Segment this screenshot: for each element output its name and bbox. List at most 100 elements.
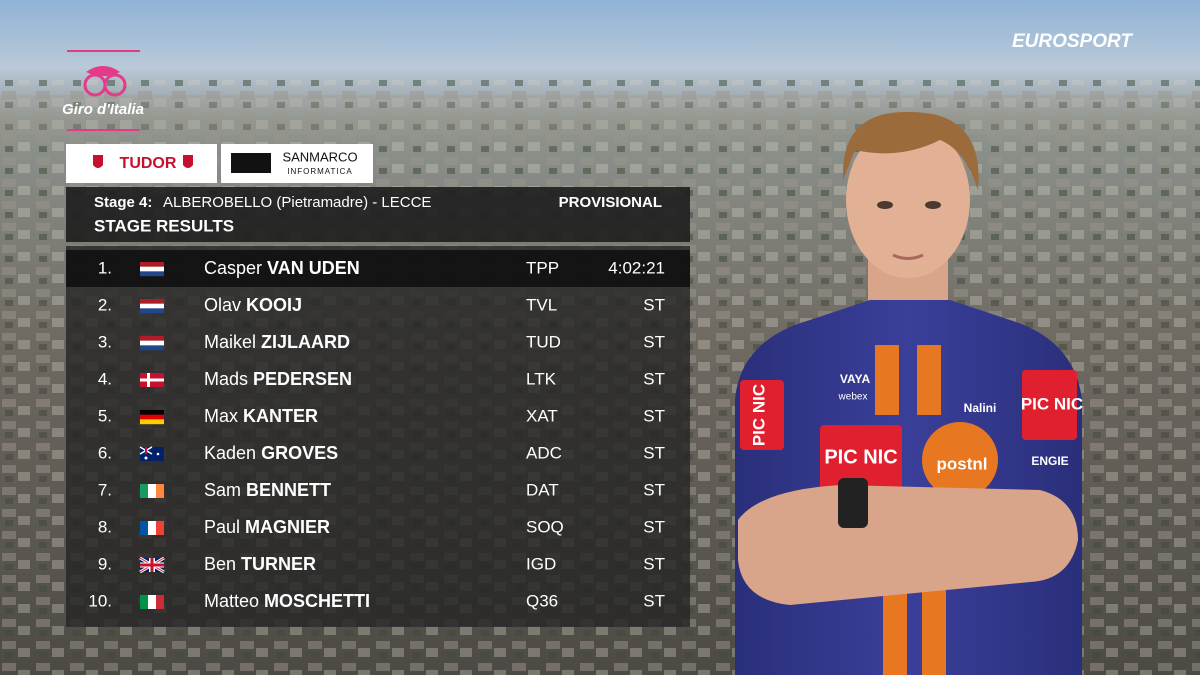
result-row: 5. Max KANTER XAT ST — [98, 406, 665, 426]
team-code: LTK — [526, 369, 557, 388]
flag-part — [156, 595, 164, 609]
time: ST — [643, 480, 665, 499]
rider-name: Sam BENNETT — [204, 480, 331, 500]
rank: 2. — [98, 295, 112, 314]
flag-part — [144, 456, 148, 460]
flag-part — [140, 345, 164, 351]
first-name: Maikel — [204, 332, 256, 352]
last-name: VAN UDEN — [267, 258, 360, 278]
flag-part — [140, 303, 164, 309]
time: ST — [643, 332, 665, 351]
first-name: Mads — [204, 369, 248, 389]
jersey-text: Nalini — [964, 401, 997, 415]
sponsor-informatica: INFORMATICA — [287, 167, 353, 176]
rider-name: Kaden GROVES — [204, 443, 338, 463]
flag-part — [156, 452, 160, 456]
rider-name: Olav KOOIJ — [204, 295, 302, 315]
time: ST — [643, 591, 665, 610]
result-row: 9. Ben TURNER IGD ST — [98, 554, 665, 574]
time: ST — [643, 443, 665, 462]
rider-name: Mads PEDERSEN — [204, 369, 352, 389]
flag — [140, 336, 164, 351]
rank: 1. — [98, 258, 112, 277]
rank: 7. — [98, 480, 112, 499]
team-code: TUD — [526, 332, 561, 351]
panel-title: STAGE RESULTS — [94, 216, 234, 235]
rider-name: Matteo MOSCHETTI — [204, 591, 370, 611]
flag — [140, 595, 164, 609]
team-code: Q36 — [526, 591, 558, 610]
flag-part — [140, 484, 148, 498]
team-code: DAT — [526, 480, 559, 499]
rank: 5. — [98, 406, 112, 425]
flag-part — [148, 521, 156, 535]
last-name: TURNER — [241, 554, 316, 574]
flag-part — [140, 378, 164, 382]
flag-part — [140, 308, 164, 314]
result-row: 8. Paul MAGNIER SOQ ST — [98, 517, 665, 537]
flag — [140, 299, 164, 314]
flag-part — [140, 336, 164, 341]
flag-part — [140, 419, 164, 425]
jersey-text: postnl — [937, 454, 988, 473]
flag-part — [148, 484, 156, 498]
first-name: Ben — [204, 554, 236, 574]
result-row: 2. Olav KOOIJ TVL ST — [98, 295, 665, 315]
rank: 6. — [98, 443, 112, 462]
flag — [140, 262, 164, 277]
flag-part — [156, 484, 164, 498]
rider-name: Ben TURNER — [204, 554, 316, 574]
first-name: Olav — [204, 295, 241, 315]
last-name: MOSCHETTI — [264, 591, 370, 611]
flag — [140, 373, 164, 387]
stage-route: ALBEROBELLO (Pietramadre) - LECCE — [163, 194, 431, 211]
result-row: 3. Maikel ZIJLAARD TUD ST — [98, 332, 665, 352]
flag — [139, 556, 165, 574]
rider-name: Max KANTER — [204, 406, 318, 426]
last-name: MAGNIER — [245, 517, 330, 537]
status: PROVISIONAL — [559, 194, 662, 211]
flag — [139, 446, 164, 461]
event-logo: Giro d'Italia — [62, 101, 144, 118]
flag-part — [140, 521, 148, 535]
flag-part — [140, 595, 148, 609]
last-name: GROVES — [261, 443, 338, 463]
team-code: TVL — [526, 295, 557, 314]
rank: 4. — [98, 369, 112, 388]
last-name: KOOIJ — [246, 295, 302, 315]
rank: 10. — [88, 591, 112, 610]
time: ST — [643, 369, 665, 388]
first-name: Casper — [204, 258, 262, 278]
flag — [140, 484, 164, 498]
jersey-text: ENGIE — [1031, 454, 1068, 468]
stage-label: Stage 4: — [94, 194, 152, 211]
flag — [140, 410, 164, 425]
last-name: ZIJLAARD — [261, 332, 350, 352]
time: ST — [643, 517, 665, 536]
first-name: Paul — [204, 517, 240, 537]
first-name: Matteo — [204, 591, 259, 611]
flag-part — [140, 262, 164, 267]
jersey-text: PIC NIC — [749, 384, 768, 446]
result-row: 10. Matteo MOSCHETTI Q36 ST — [88, 591, 665, 611]
results-table: 1. Casper VAN UDEN TPP 4:02:21 2. Olav KOOIJ TVL… — [88, 258, 665, 611]
result-row: 4. Mads PEDERSEN LTK ST — [98, 369, 665, 389]
flag-part — [140, 414, 164, 420]
flag-part — [148, 595, 156, 609]
rider-name: Maikel ZIJLAARD — [204, 332, 350, 352]
team-code: ADC — [526, 443, 562, 462]
result-row: 1. Casper VAN UDEN TPP 4:02:21 — [98, 258, 665, 278]
sponsor-tudor: TUDOR — [120, 155, 177, 172]
jersey-text: VAYA — [840, 372, 871, 386]
time: ST — [643, 295, 665, 314]
result-row: 7. Sam BENNETT DAT ST — [98, 480, 665, 500]
first-name: Max — [204, 406, 238, 426]
flag-part — [140, 410, 164, 415]
rider-name: Casper VAN UDEN — [204, 258, 360, 278]
team-code: TPP — [526, 258, 559, 277]
flag-part — [156, 521, 164, 535]
rank: 3. — [98, 332, 112, 351]
first-name: Kaden — [204, 443, 256, 463]
